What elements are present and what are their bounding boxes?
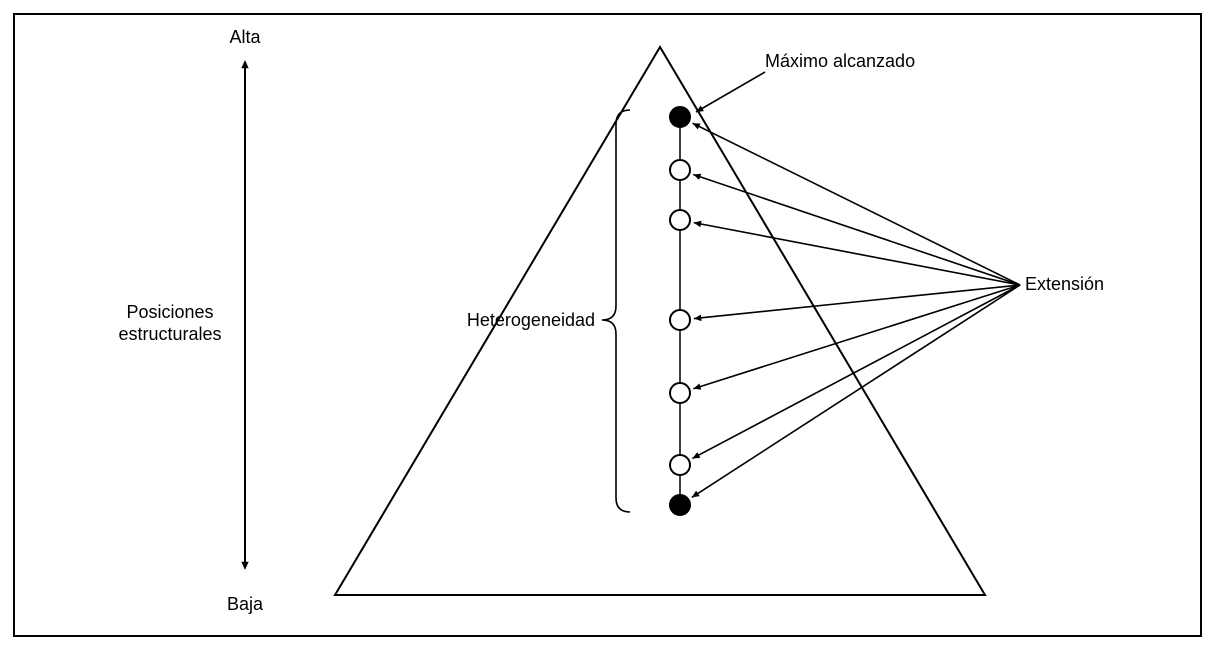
label-posiciones-line2: estructurales [118,324,221,344]
diagram-frame: Alta Baja Posicionesestructurales Heterogen… [0,0,1215,672]
label-alta: Alta [229,27,261,47]
label-maximo: Máximo alcanzado [765,51,915,71]
label-baja: Baja [227,594,264,614]
label-extension: Extensión [1025,274,1104,294]
label-heterogeneidad: Heterogeneidad [467,310,595,330]
label-posiciones-line1: Posiciones [126,302,213,322]
diagram-svg: Alta Baja Posicionesestructurales Heterogen… [0,0,1215,672]
